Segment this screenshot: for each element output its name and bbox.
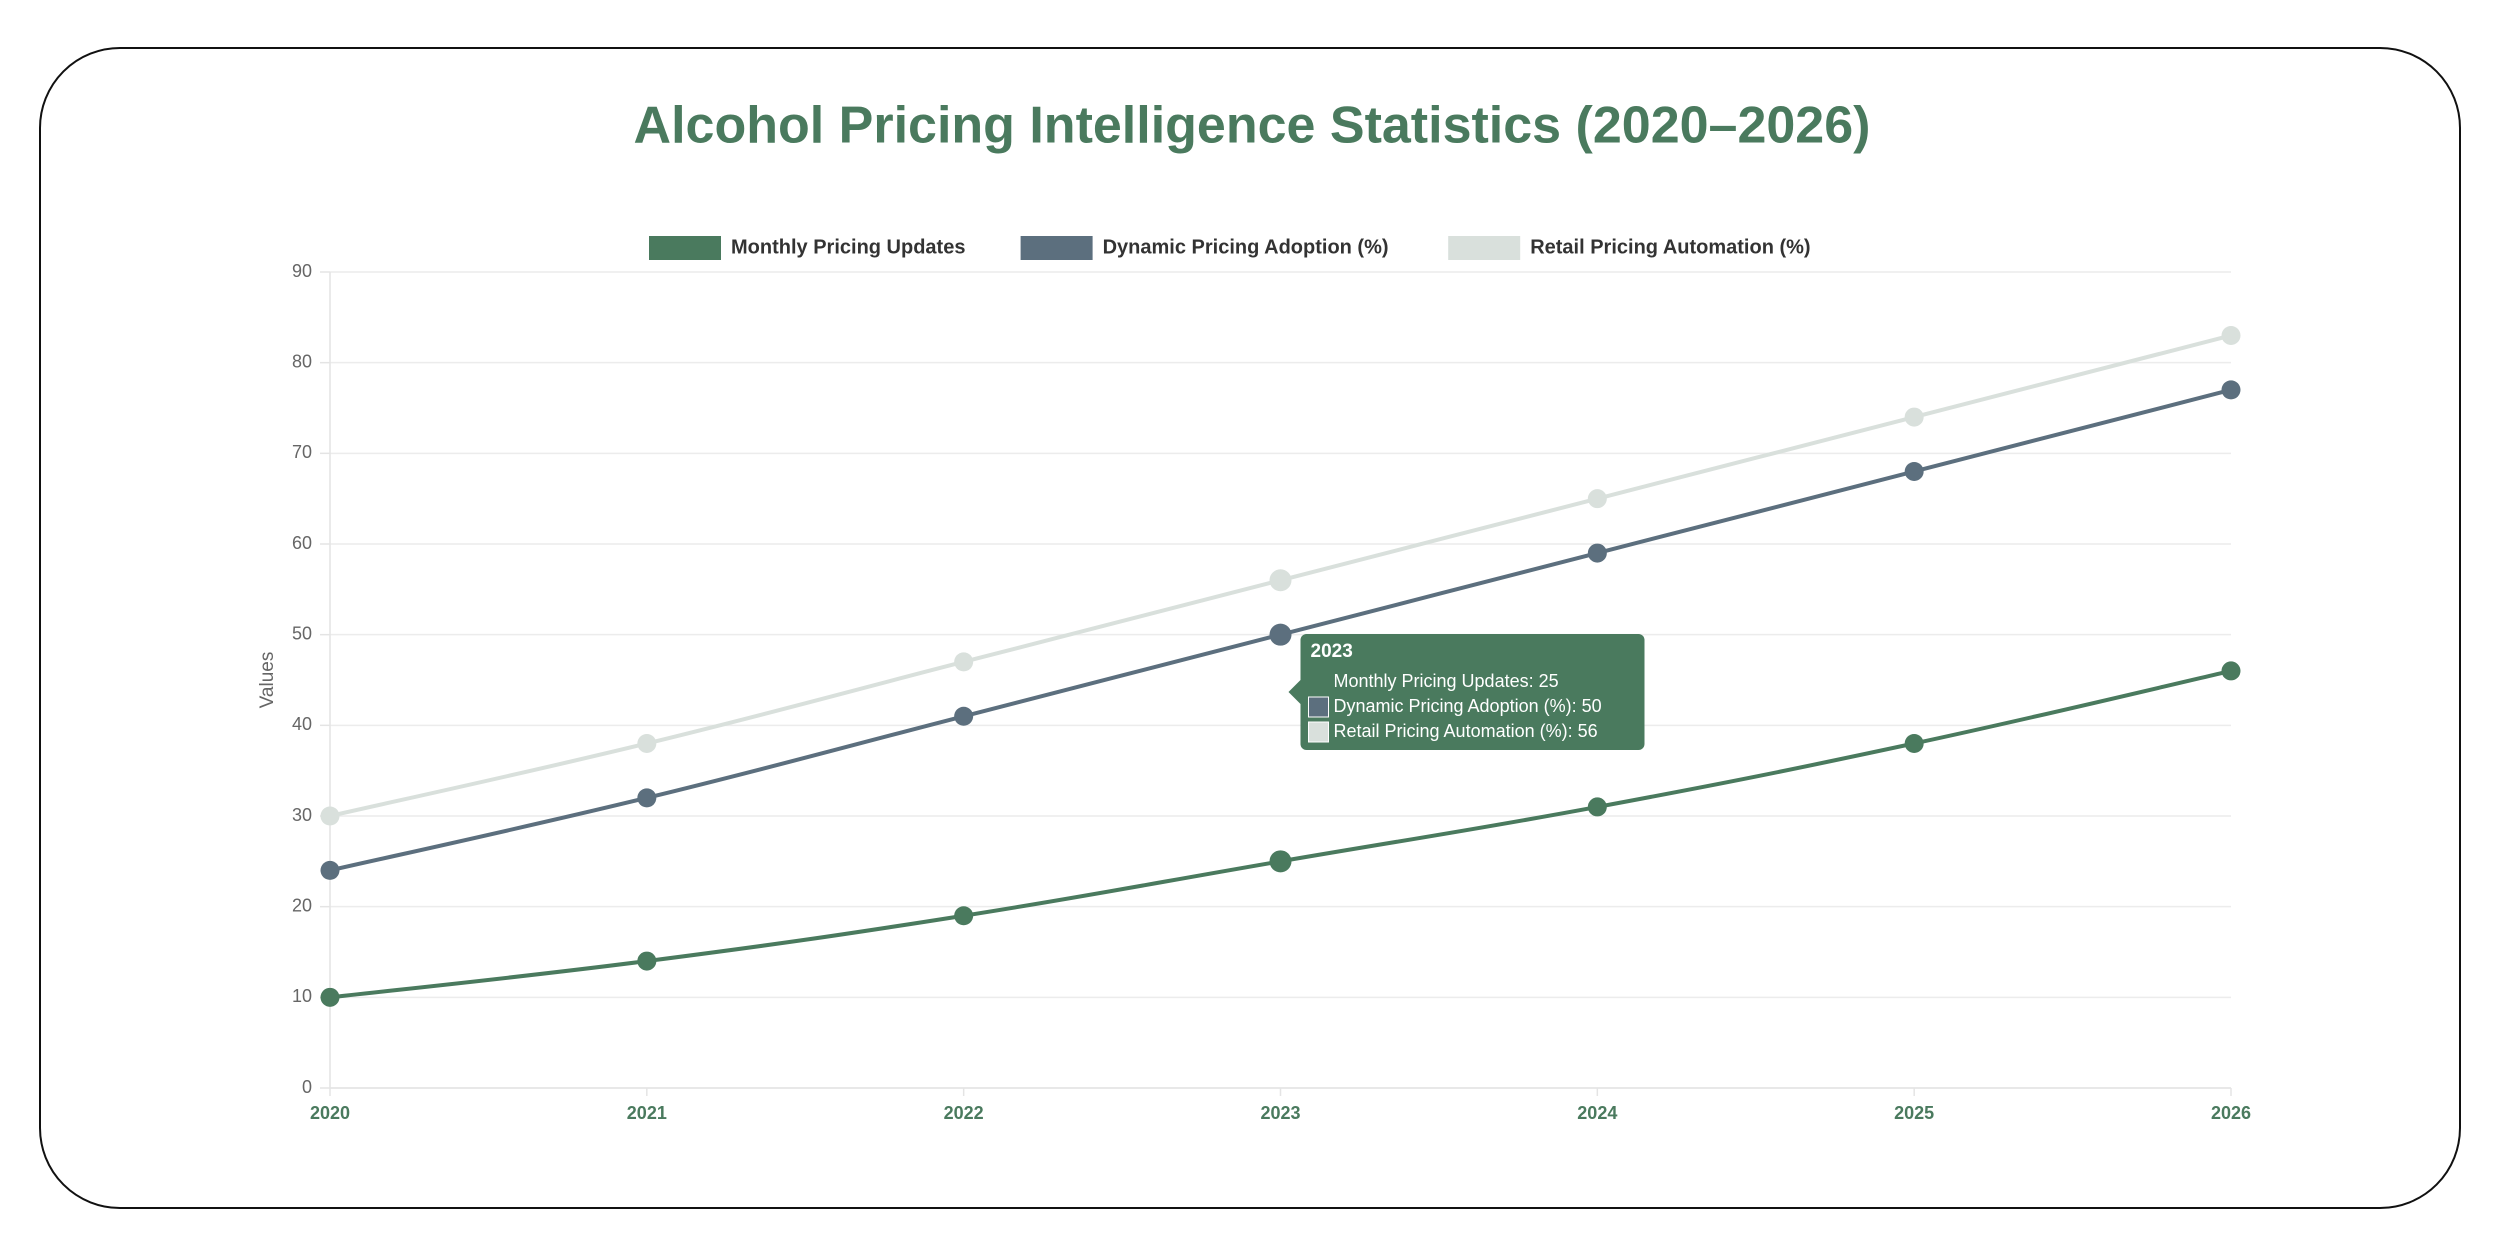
x-tick-label: 2022 xyxy=(944,1103,984,1123)
legend-label: Monthly Pricing Updates xyxy=(731,236,965,258)
tooltip-line: Retail Pricing Automation (%): 56 xyxy=(1334,721,1598,741)
tooltip: 2023 Monthly Pricing Updates: 25 Dynamic P… xyxy=(1288,634,1645,750)
y-tick-label: 90 xyxy=(292,261,312,281)
data-point xyxy=(1904,733,1924,753)
y-tick-label: 20 xyxy=(292,895,312,915)
tooltip-swatch xyxy=(1308,696,1329,718)
legend-swatch xyxy=(1020,236,1093,260)
x-tick-label: 2025 xyxy=(1894,1103,1934,1123)
tooltip-swatch xyxy=(1308,672,1329,692)
data-point xyxy=(1587,543,1607,563)
x-tick-label: 2026 xyxy=(2211,1103,2251,1123)
data-point xyxy=(637,788,657,808)
data-point xyxy=(320,806,340,826)
tooltip-arrow xyxy=(1288,680,1301,704)
chart-title: Alcohol Pricing Intelligence Statistics … xyxy=(634,97,1871,155)
data-point xyxy=(1269,569,1292,592)
data-point xyxy=(1269,623,1292,646)
data-point xyxy=(637,733,657,753)
tooltip-line: Monthly Pricing Updates: 25 xyxy=(1334,671,1559,691)
legend-swatch xyxy=(649,236,721,260)
data-point xyxy=(954,706,974,726)
data-point xyxy=(1904,461,1924,481)
legend-swatch xyxy=(1448,236,1521,260)
y-tick-label: 30 xyxy=(292,805,312,825)
tooltip-swatch xyxy=(1308,721,1329,743)
tooltip-line: Dynamic Pricing Adoption (%): 50 xyxy=(1334,696,1602,716)
x-tick-label: 2021 xyxy=(627,1103,667,1123)
x-tick-label: 2024 xyxy=(1577,1103,1617,1123)
legend-label: Dynamic Pricing Adoption (%) xyxy=(1103,236,1389,258)
data-point xyxy=(954,652,974,672)
y-tick-label: 50 xyxy=(292,623,312,643)
y-tick-label: 80 xyxy=(292,351,312,371)
legend-label: Retail Pricing Automation (%) xyxy=(1530,236,1810,258)
x-tick-label: 2023 xyxy=(1260,1103,1300,1123)
y-tick-label: 40 xyxy=(292,714,312,734)
y-tick-label: 0 xyxy=(302,1077,312,1097)
data-point xyxy=(2221,380,2241,400)
legend: Monthly Pricing Updates Dynamic Pricing A… xyxy=(649,236,1811,260)
data-point xyxy=(1587,797,1607,817)
y-tick-label: 10 xyxy=(292,986,312,1006)
x-tick-label: 2020 xyxy=(310,1103,350,1123)
y-tick-label: 70 xyxy=(292,442,312,462)
data-point xyxy=(2221,325,2241,345)
y-tick-label: 60 xyxy=(292,533,312,553)
card xyxy=(39,47,2461,1209)
data-point xyxy=(320,987,340,1007)
data-point xyxy=(320,860,340,880)
lines xyxy=(320,325,2241,1007)
y-axis-label: Values xyxy=(257,652,278,709)
data-point xyxy=(1587,489,1607,509)
data-point xyxy=(637,951,657,971)
tooltip-title: 2023 xyxy=(1311,641,1353,662)
data-point xyxy=(1269,850,1292,873)
data-point xyxy=(1904,407,1924,427)
data-point xyxy=(954,906,974,926)
data-point xyxy=(2221,661,2241,681)
tooltip-box xyxy=(1300,634,1645,750)
